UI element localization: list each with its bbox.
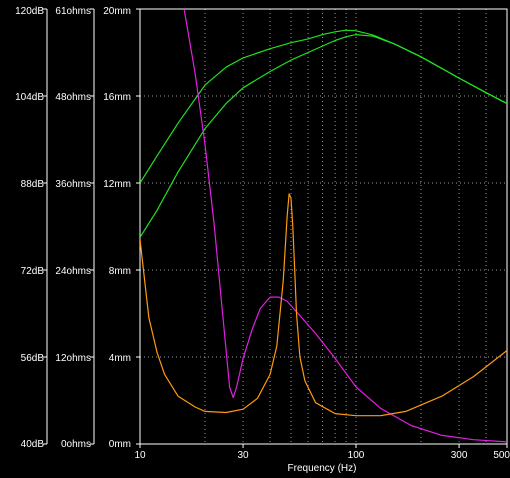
- frequency-axis: 10 30 100 300 500: [134, 444, 510, 461]
- mm-axis: 20mm 16mm 12mm 8mm 4mm 0mm: [103, 6, 140, 450]
- y-tick-label: 56dB: [21, 353, 45, 364]
- y-tick-label: 12ohms: [55, 353, 91, 364]
- y-tick-label: 72dB: [21, 266, 45, 277]
- series-line-mm-3: [140, 193, 507, 417]
- y-tick-label: 40dB: [21, 439, 45, 450]
- x-tick-label: 300: [451, 450, 468, 461]
- y-tick-label: 0ohms: [61, 439, 91, 450]
- y-tick-label: 120dB: [15, 6, 44, 17]
- x-tick-label: 10: [134, 450, 146, 461]
- y-tick-label: 36ohms: [55, 179, 91, 190]
- x-axis-label: Frequency (Hz): [288, 463, 357, 474]
- series-line-dB-1: [140, 33, 507, 238]
- y-tick-label: 48ohms: [55, 92, 91, 103]
- y-tick-label: 16mm: [103, 92, 131, 103]
- y-tick-label: 88dB: [21, 179, 45, 190]
- series-lines: [140, 9, 507, 443]
- axis-frame: [46, 8, 508, 445]
- y-tick-label: 4mm: [109, 353, 131, 364]
- y-tick-label: 24ohms: [55, 266, 91, 277]
- grid-lines: [140, 9, 507, 444]
- y-tick-label: 61ohms: [55, 6, 91, 17]
- y-tick-label: 8mm: [109, 266, 131, 277]
- plot-frame: [139, 8, 508, 445]
- x-tick-label: 100: [348, 450, 365, 461]
- y-tick-label: 12mm: [103, 179, 131, 190]
- x-tick-label: 500: [493, 450, 510, 461]
- ohms-axis: 61ohms 48ohms 36ohms 24ohms 12ohms 0ohms: [55, 6, 94, 450]
- y-tick-label: 20mm: [103, 6, 131, 17]
- db-axis: 120dB 104dB 88dB 72dB 56dB 40dB: [15, 6, 47, 450]
- y-tick-label: 104dB: [15, 92, 44, 103]
- x-tick-label: 30: [238, 450, 250, 461]
- y-tick-label: 0mm: [109, 439, 131, 450]
